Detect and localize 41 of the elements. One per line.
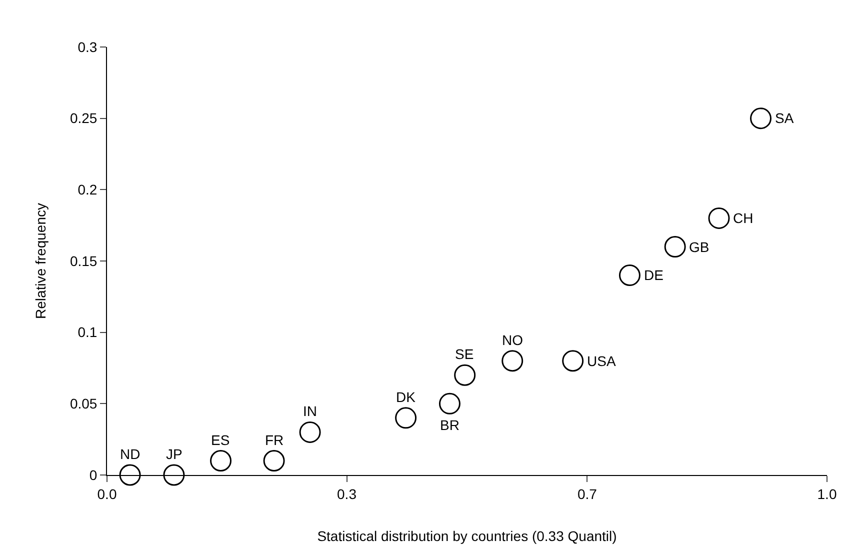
annotation: ND	[120, 446, 140, 462]
point	[395, 407, 417, 429]
annotation: SE	[455, 346, 474, 362]
annotation: JP	[166, 446, 182, 462]
annotation: SA	[775, 110, 794, 126]
annotation: GB	[689, 239, 710, 255]
y-tick-label: 0.1	[78, 324, 98, 340]
point	[163, 464, 185, 486]
annotation: DK	[396, 389, 416, 405]
point	[263, 450, 285, 472]
point	[502, 350, 524, 372]
y-tick-label: 0.15	[70, 252, 98, 269]
point	[562, 350, 584, 372]
point	[618, 264, 640, 286]
annotation: NO	[502, 332, 524, 348]
x-axis-title: Statistical distribution by countries (0.33 Quantil)	[317, 528, 617, 544]
annotation: ES	[211, 432, 230, 448]
x-tick-label: 0.3	[337, 486, 357, 502]
x-tick-label: 0.7	[578, 486, 598, 502]
point	[119, 464, 141, 486]
point	[210, 450, 232, 472]
point	[708, 207, 730, 229]
point	[299, 421, 321, 443]
y-tick-label: 0.25	[70, 110, 98, 126]
x-tick-label: 0.0	[97, 486, 117, 502]
y-axis-title: Relative frequency	[32, 203, 49, 319]
annotation: USA	[587, 353, 616, 369]
point	[664, 236, 686, 258]
y-tick-label: 0.3	[78, 38, 98, 55]
annotation: BR	[440, 417, 460, 433]
annotation: FR	[265, 432, 284, 448]
y-tick-label: 0	[89, 466, 98, 483]
point	[750, 108, 772, 130]
point	[438, 392, 460, 414]
y-tick-label: 0.2	[78, 182, 98, 198]
x-tick-label: 1.0	[817, 486, 837, 502]
annotation: CH	[733, 210, 754, 226]
annotation: DE	[644, 267, 664, 283]
point	[454, 364, 476, 386]
annotation: IN	[303, 403, 317, 419]
y-tick-label: 0.05	[70, 396, 98, 412]
